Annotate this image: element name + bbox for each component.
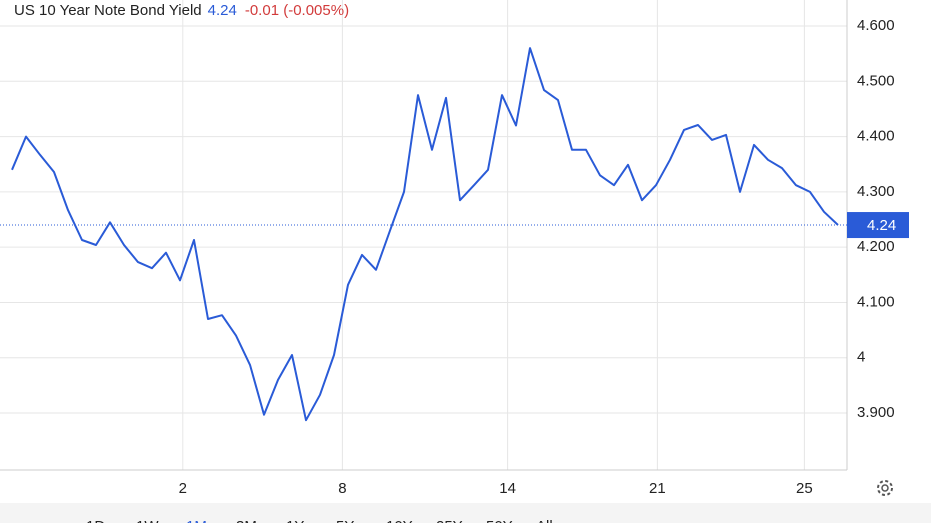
y-tick-label: 4.600 bbox=[857, 17, 895, 34]
range-bar bbox=[0, 503, 931, 523]
y-tick-label: 4.100 bbox=[857, 293, 895, 310]
chart-title: US 10 Year Note Bond Yield 4.24 -0.01 (-0.… bbox=[14, 2, 349, 19]
x-tick-label: 8 bbox=[338, 480, 346, 497]
range-button[interactable]: 1W bbox=[136, 518, 159, 523]
y-tick-label: 4 bbox=[857, 349, 865, 366]
last-value-box bbox=[847, 212, 909, 239]
x-tick-label: 14 bbox=[499, 480, 516, 497]
y-tick-label: 4.500 bbox=[857, 72, 895, 89]
range-button[interactable]: 25Y bbox=[436, 518, 463, 523]
range-button[interactable]: 1D bbox=[86, 518, 105, 523]
range-button[interactable]: 10Y bbox=[386, 518, 413, 523]
x-tick-label: 21 bbox=[649, 480, 666, 497]
settings-icon[interactable] bbox=[877, 480, 893, 496]
range-button[interactable]: All bbox=[536, 518, 553, 523]
y-tick-label: 4.300 bbox=[857, 183, 895, 200]
y-tick-label: 4.200 bbox=[857, 238, 895, 255]
line bbox=[11, 47, 839, 422]
last-value-label: 4.24 bbox=[867, 217, 896, 234]
change: -0.01 (-0.005%) bbox=[245, 2, 349, 19]
range-button[interactable]: 3M bbox=[236, 518, 257, 523]
range-button[interactable]: 5Y bbox=[336, 518, 354, 523]
x-tick-label: 25 bbox=[796, 480, 813, 497]
y-tick-label: 4.400 bbox=[857, 128, 895, 145]
range-button[interactable]: 50Y bbox=[486, 518, 513, 523]
title: US 10 Year Note Bond Yield bbox=[14, 2, 202, 19]
range-button[interactable]: 1Y bbox=[286, 518, 304, 523]
x-tick-label: 2 bbox=[179, 480, 187, 497]
last-value: 4.24 bbox=[208, 2, 237, 19]
range-button[interactable]: 1M bbox=[186, 518, 207, 523]
y-tick-label: 3.900 bbox=[857, 404, 895, 421]
